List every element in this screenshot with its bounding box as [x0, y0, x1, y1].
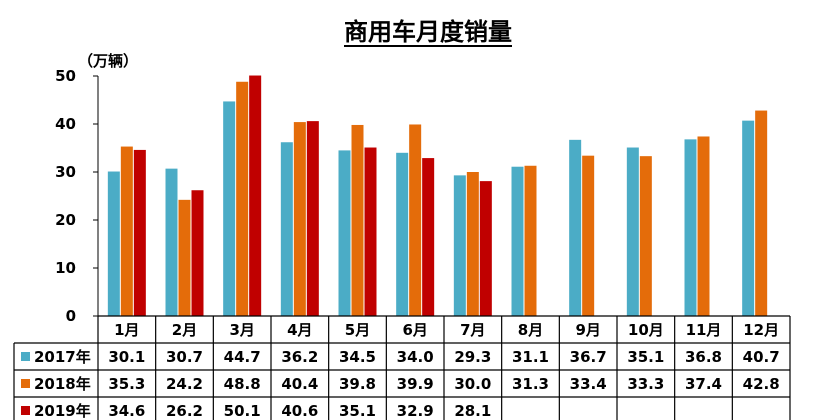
data-label: 30.1 [108, 348, 145, 366]
data-label: 26.2 [166, 402, 203, 420]
bar-2019年-1月 [133, 149, 146, 316]
bar-2019年-2月 [191, 190, 204, 316]
data-label: 33.3 [627, 375, 664, 393]
bars-layer [107, 75, 768, 317]
data-label: 44.7 [224, 348, 261, 366]
bar-2017年-1月 [107, 171, 120, 316]
bar-2017年-3月 [223, 101, 236, 316]
category-label: 9月 [575, 321, 600, 339]
y-tick-label: 30 [55, 163, 76, 181]
data-label: 34.5 [339, 348, 376, 366]
bar-2017年-2月 [165, 168, 178, 316]
bar-2017年-10月 [626, 147, 639, 316]
data-label: 36.2 [281, 348, 318, 366]
data-label: 33.4 [570, 375, 607, 393]
data-label: 39.9 [397, 375, 434, 393]
y-tick-label: 10 [55, 259, 76, 277]
bar-2017年-12月 [742, 120, 755, 316]
y-tick-label: 50 [55, 67, 76, 85]
data-label: 39.8 [339, 375, 376, 393]
legend-label: 2018年 [34, 375, 91, 393]
legend-swatch-2017年 [21, 352, 30, 361]
category-label: 12月 [743, 321, 779, 339]
data-label: 31.3 [512, 375, 549, 393]
bar-2019年-4月 [306, 121, 319, 317]
data-label: 42.8 [743, 375, 780, 393]
data-label: 34.6 [108, 402, 145, 420]
data-label: 28.1 [454, 402, 491, 420]
data-label: 40.7 [743, 348, 780, 366]
bar-2017年-6月 [396, 152, 409, 316]
category-label: 1月 [114, 321, 139, 339]
bar-2018年-1月 [120, 146, 133, 316]
bar-2017年-5月 [338, 150, 351, 316]
bar-2017年-11月 [684, 139, 697, 316]
data-label: 24.2 [166, 375, 203, 393]
category-label: 4月 [287, 321, 312, 339]
bar-2018年-4月 [293, 122, 306, 316]
data-label: 35.3 [108, 375, 145, 393]
bar-2019年-3月 [249, 75, 262, 317]
bar-2018年-2月 [178, 199, 191, 316]
bar-2018年-10月 [639, 156, 652, 316]
chart-title: 商用车月度销量 [344, 18, 512, 46]
category-label: 7月 [460, 321, 485, 339]
bar-2019年-5月 [364, 147, 377, 316]
category-label: 8月 [518, 321, 543, 339]
category-label: 2月 [172, 321, 197, 339]
data-label: 37.4 [685, 375, 722, 393]
category-label: 10月 [628, 321, 664, 339]
data-label: 50.1 [224, 402, 261, 420]
category-label: 5月 [345, 321, 370, 339]
data-label: 32.9 [397, 402, 434, 420]
bar-2018年-8月 [524, 165, 537, 316]
data-label: 30.0 [454, 375, 491, 393]
category-label: 11月 [686, 321, 722, 339]
y-tick-label: 40 [55, 115, 76, 133]
bar-2017年-7月 [453, 175, 466, 316]
bar-2018年-5月 [351, 124, 364, 317]
bar-2018年-7月 [466, 172, 479, 316]
data-label: 31.1 [512, 348, 549, 366]
y-tick-label: 0 [66, 307, 76, 325]
data-table: 1月 2月 3月 4月 5月 6月 7月 8月 9月 10月 11月 12月 2017年 30.1 30.7… [13, 315, 791, 420]
data-label: 40.6 [281, 402, 318, 420]
bar-2018年-6月 [409, 124, 422, 316]
bar-2018年-12月 [755, 110, 768, 316]
data-label: 35.1 [339, 402, 376, 420]
bar-2019年-7月 [479, 181, 492, 316]
bar-2018年-11月 [697, 136, 710, 316]
data-label: 34.0 [397, 348, 434, 366]
axis-layer: 0 10 20 30 40 50 [55, 67, 99, 325]
bar-2018年-9月 [582, 155, 595, 316]
category-label: 6月 [402, 321, 427, 339]
bar-2017年-9月 [569, 139, 582, 316]
data-label: 30.7 [166, 348, 203, 366]
legend-swatch-2018年 [21, 379, 30, 388]
bar-2017年-8月 [511, 166, 524, 316]
data-label: 40.4 [281, 375, 318, 393]
bar-2019年-6月 [422, 158, 435, 316]
data-label: 35.1 [627, 348, 664, 366]
legend-label: 2017年 [34, 348, 91, 366]
data-label: 48.8 [224, 375, 261, 393]
data-label: 36.7 [570, 348, 607, 366]
unit-label: （万辆） [78, 52, 138, 70]
y-tick-label: 20 [55, 211, 76, 229]
bar-2017年-4月 [280, 142, 293, 316]
data-label: 36.8 [685, 348, 722, 366]
legend-label: 2019年 [34, 402, 91, 420]
data-label: 29.3 [454, 348, 491, 366]
category-label: 3月 [229, 321, 254, 339]
bar-2018年-3月 [236, 81, 249, 316]
legend-swatch-2019年 [21, 406, 30, 415]
